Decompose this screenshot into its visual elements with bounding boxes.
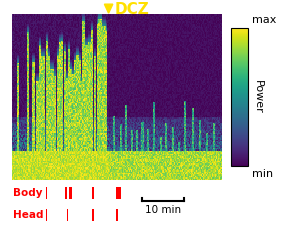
Bar (116, 209, 119, 221)
Text: Head: Head (14, 210, 44, 220)
Bar (92, 187, 94, 199)
Text: 10 min: 10 min (145, 205, 181, 215)
Text: Body: Body (14, 188, 43, 198)
Bar (67, 209, 68, 221)
Bar (69, 187, 72, 199)
Bar (46, 187, 47, 199)
Text: Power: Power (253, 80, 262, 114)
Bar (116, 187, 121, 199)
Text: DCZ: DCZ (114, 2, 149, 16)
Bar (46, 209, 47, 221)
Bar (65, 187, 67, 199)
Bar (92, 209, 94, 221)
Text: max: max (253, 15, 277, 25)
Polygon shape (104, 4, 113, 13)
Text: min: min (253, 169, 274, 179)
